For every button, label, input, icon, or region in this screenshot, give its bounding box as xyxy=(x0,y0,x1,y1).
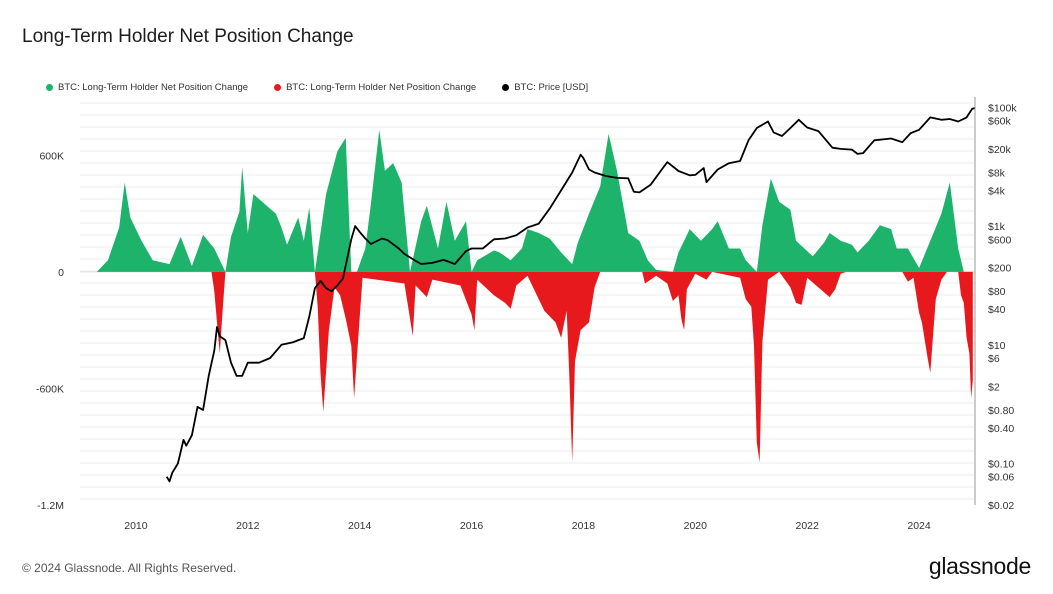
y-left-tick-label: 600K xyxy=(39,150,64,162)
price-line xyxy=(165,107,976,483)
y-right-tick-label: $80 xyxy=(988,286,1006,298)
y-left-tick-label: -1.2M xyxy=(37,500,64,512)
legend-label-negative: BTC: Long-Term Holder Net Position Chang… xyxy=(286,82,477,93)
chart-axes: 2010 2012 2014 2016 2018 2020 2022 2024 600K 0 -60… xyxy=(36,97,1017,532)
y-right-tick-label: $100k xyxy=(988,102,1017,114)
chart-areas xyxy=(96,130,973,463)
legend-item-negative[interactable]: BTC: Long-Term Holder Net Position Chang… xyxy=(274,82,476,93)
y-right-tick-label: $10 xyxy=(988,340,1006,352)
legend-swatch-green xyxy=(46,84,53,91)
chart-legend: BTC: Long-Term Holder Net Position Chang… xyxy=(46,82,588,93)
y-right-tick-label: $60k xyxy=(988,116,1012,128)
legend-label-positive: BTC: Long-Term Holder Net Position Chang… xyxy=(58,82,249,93)
chart-title: Long-Term Holder Net Position Change xyxy=(22,26,354,47)
x-tick-label: 2016 xyxy=(460,520,484,532)
x-tick-label: 2020 xyxy=(684,520,708,532)
y-right-tick-label: $8k xyxy=(988,168,1006,180)
legend-label-price: BTC: Price [USD] xyxy=(514,82,589,93)
y-right-tick-label: $0.10 xyxy=(988,459,1014,471)
y-right-tick-label: $200 xyxy=(988,263,1012,275)
y-right-tick-label: $0.40 xyxy=(988,423,1014,435)
x-tick-label: 2024 xyxy=(907,520,931,532)
x-tick-label: 2014 xyxy=(348,520,372,532)
y-right-tick-label: $6 xyxy=(988,353,1000,365)
y-right-tick-label: $0.80 xyxy=(988,405,1014,417)
y-right-tick-label: $20k xyxy=(988,144,1012,156)
positive-area xyxy=(96,130,964,272)
x-tick-label: 2012 xyxy=(236,520,260,532)
copyright-footer: © 2024 Glassnode. All Rights Reserved. xyxy=(22,561,237,575)
legend-item-price[interactable]: BTC: Price [USD] xyxy=(502,82,588,93)
y-right-tick-label: $0.06 xyxy=(988,472,1014,484)
y-right-tick-label: $4k xyxy=(988,185,1006,197)
chart-grid xyxy=(80,102,975,500)
x-tick-label: 2010 xyxy=(124,520,148,532)
y-right-tick-label: $0.02 xyxy=(988,500,1014,512)
y-right-tick-label: $1k xyxy=(988,221,1006,233)
x-tick-label: 2022 xyxy=(796,520,820,532)
y-right-tick-label: $2 xyxy=(988,381,1000,393)
y-left-tick-label: -600K xyxy=(36,383,64,395)
glassnode-logo: glassnode xyxy=(928,553,1031,579)
x-tick-label: 2018 xyxy=(572,520,596,532)
y-right-tick-label: $600 xyxy=(988,234,1012,246)
legend-swatch-black xyxy=(502,84,510,91)
y-right-tick-label: $40 xyxy=(988,304,1006,316)
y-left-tick-label: 0 xyxy=(58,267,64,279)
legend-swatch-red xyxy=(274,84,282,91)
price-line-group xyxy=(165,107,976,483)
legend-item-positive[interactable]: BTC: Long-Term Holder Net Position Chang… xyxy=(46,82,248,93)
